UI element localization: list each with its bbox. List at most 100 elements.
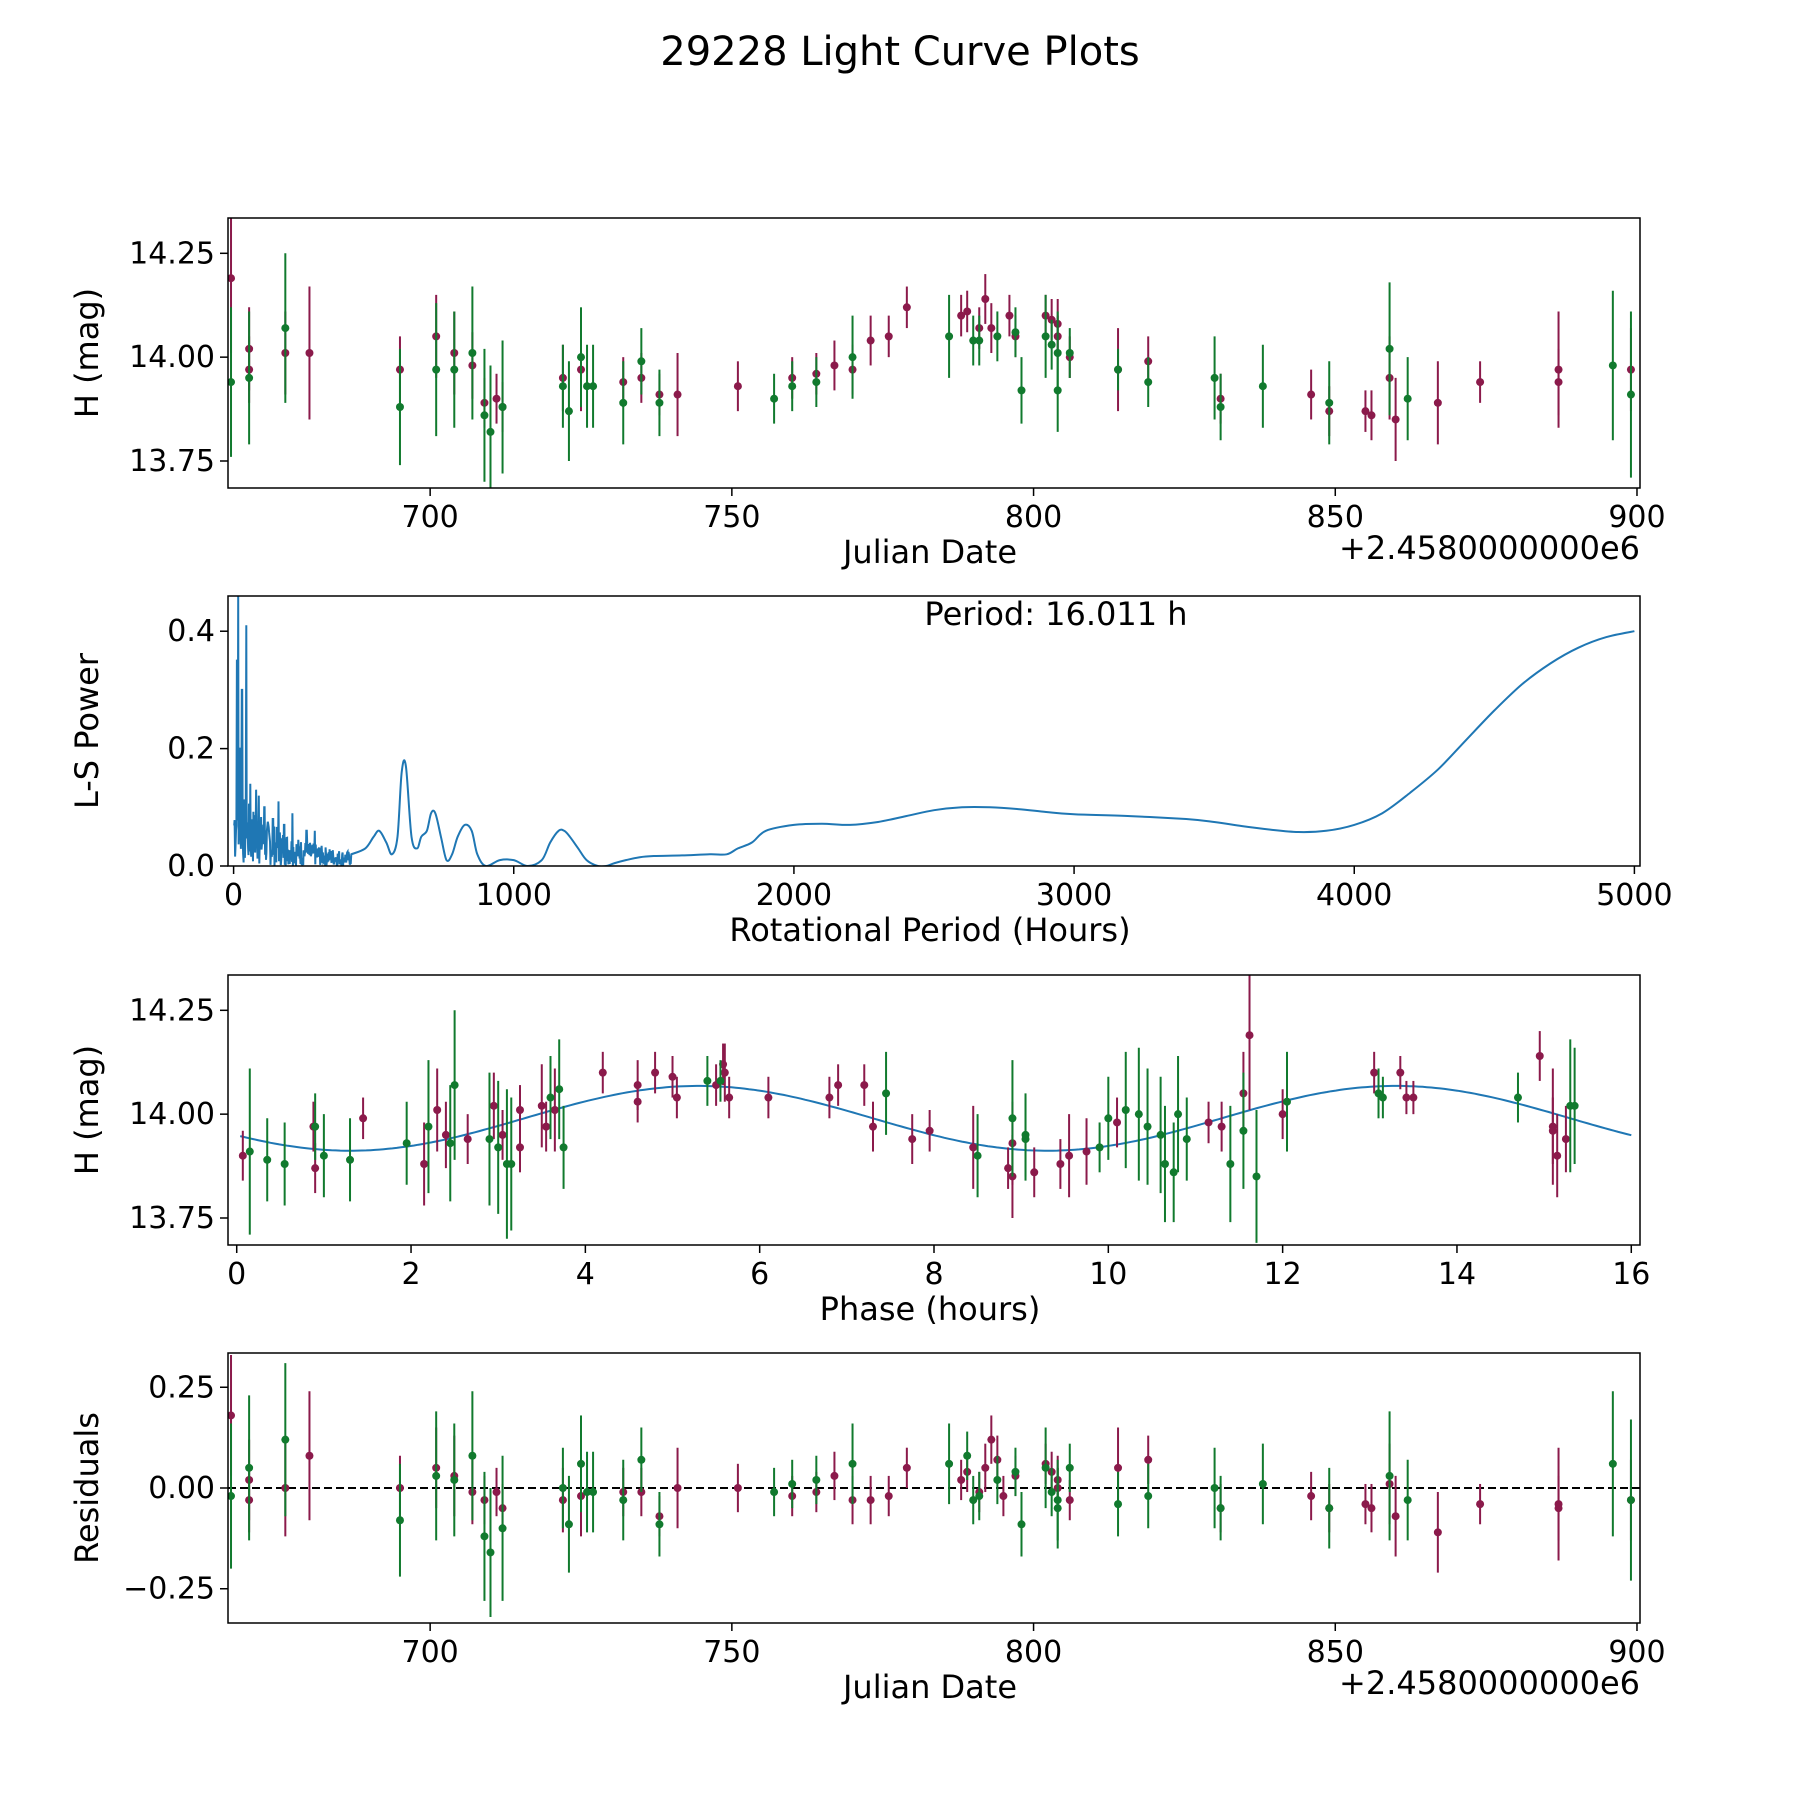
data-point [1409, 1093, 1418, 1102]
data-point [450, 1081, 459, 1090]
data-point [655, 1520, 664, 1529]
data-point [963, 1451, 972, 1460]
data-point [420, 1160, 429, 1168]
data-point [1011, 328, 1020, 337]
data-point [770, 1488, 779, 1497]
data-point [651, 1068, 660, 1077]
data-point [424, 1122, 433, 1131]
y-tick-label: 14.25 [129, 993, 215, 1028]
data-point [583, 1488, 592, 1497]
data-point [868, 1122, 877, 1131]
periodogram-line [233, 596, 1635, 866]
data-point [1402, 1093, 1411, 1102]
x-offset-text: +2.4580000000e6 [1339, 1664, 1640, 1702]
data-point [1252, 1172, 1261, 1181]
data-point [1554, 1504, 1563, 1513]
x-tick-label: 6 [750, 1257, 769, 1292]
data-point [558, 1484, 567, 1492]
data-point [1626, 1496, 1635, 1505]
data-point [672, 1093, 681, 1102]
data-point [1011, 1467, 1020, 1476]
data-point [546, 1093, 555, 1102]
data-point [957, 311, 966, 320]
data-point [1174, 1110, 1183, 1119]
series-band-2 [245, 1010, 1579, 1243]
data-point [1143, 1122, 1152, 1131]
data-point [981, 295, 990, 303]
data-point [280, 1160, 289, 1168]
data-point [537, 1101, 546, 1110]
x-tick-label: 850 [1307, 1635, 1364, 1670]
data-point [1554, 378, 1563, 387]
data-point [1121, 1106, 1130, 1114]
data-point [770, 394, 779, 403]
data-point [1065, 349, 1074, 357]
y-tick-label: 13.75 [129, 444, 215, 479]
data-point [577, 353, 585, 362]
data-point [492, 1488, 501, 1497]
data-point [1608, 361, 1617, 370]
x-tick-label: 750 [703, 500, 760, 535]
data-point [788, 1479, 797, 1488]
x-tick-label: 900 [1608, 1635, 1665, 1670]
data-point [311, 1164, 320, 1173]
data-point [1570, 1101, 1579, 1110]
data-point [668, 1072, 677, 1081]
data-point [866, 336, 875, 345]
data-point [788, 382, 797, 391]
data-point [1008, 1114, 1017, 1123]
x-tick-label: 12 [1264, 1257, 1302, 1292]
panel-periodogram: Period: 16.011 h 0 1000 2000 3000 4000 5000 0.0… [68, 595, 1673, 949]
data-point [1278, 1110, 1287, 1119]
plot-area [233, 596, 1635, 866]
data-point [1433, 1528, 1442, 1537]
data-point [558, 382, 567, 391]
data-point [884, 1492, 893, 1501]
series-band-1 [228, 218, 1635, 461]
plot-area [228, 218, 1635, 488]
data-point [450, 365, 459, 374]
data-point [848, 1459, 857, 1468]
y-axis-label: H (mag) [68, 288, 106, 418]
data-point [1210, 1484, 1219, 1492]
data-point [1535, 1052, 1544, 1060]
data-point [468, 349, 477, 357]
data-point [1021, 1130, 1030, 1139]
data-point [1144, 1492, 1153, 1501]
data-point [963, 307, 972, 316]
data-point [486, 427, 495, 436]
data-point [1361, 407, 1370, 416]
data-point [507, 1160, 516, 1168]
x-offset-text: +2.4580000000e6 [1339, 529, 1640, 567]
data-point [902, 303, 911, 312]
x-tick-label: 700 [402, 500, 459, 535]
data-point [1433, 398, 1442, 407]
data-point [703, 1076, 712, 1085]
data-point [1307, 1492, 1316, 1501]
data-point [305, 349, 314, 357]
data-point [305, 1451, 314, 1460]
data-point [463, 1135, 472, 1144]
panel-residuals: 700 750 800 850 900 −0.25 0.00 0.25 Julian Date R… [68, 1352, 1666, 1706]
x-tick-label: 0 [227, 1257, 246, 1292]
data-point [969, 336, 978, 345]
x-tick-label: 1000 [476, 878, 552, 913]
data-point [1608, 1459, 1617, 1468]
panel-lightcurve: 700 750 800 850 900 13.75 14.00 14.25 Julian Dat… [68, 217, 1666, 571]
series-band-2 [228, 1363, 1635, 1617]
x-tick-label: 0 [224, 878, 243, 913]
data-point [1396, 1068, 1405, 1077]
data-point [1144, 378, 1153, 387]
data-point [559, 1143, 568, 1152]
data-point [975, 336, 984, 345]
data-point [733, 382, 742, 391]
data-point [1104, 1114, 1113, 1123]
axes-frame [227, 595, 1641, 867]
data-point [1095, 1143, 1104, 1152]
data-point [716, 1076, 725, 1085]
y-tick-label: −0.25 [123, 1572, 215, 1607]
data-point [1065, 1463, 1074, 1472]
data-point [975, 1492, 984, 1501]
data-point [542, 1122, 551, 1131]
data-point [228, 378, 236, 387]
